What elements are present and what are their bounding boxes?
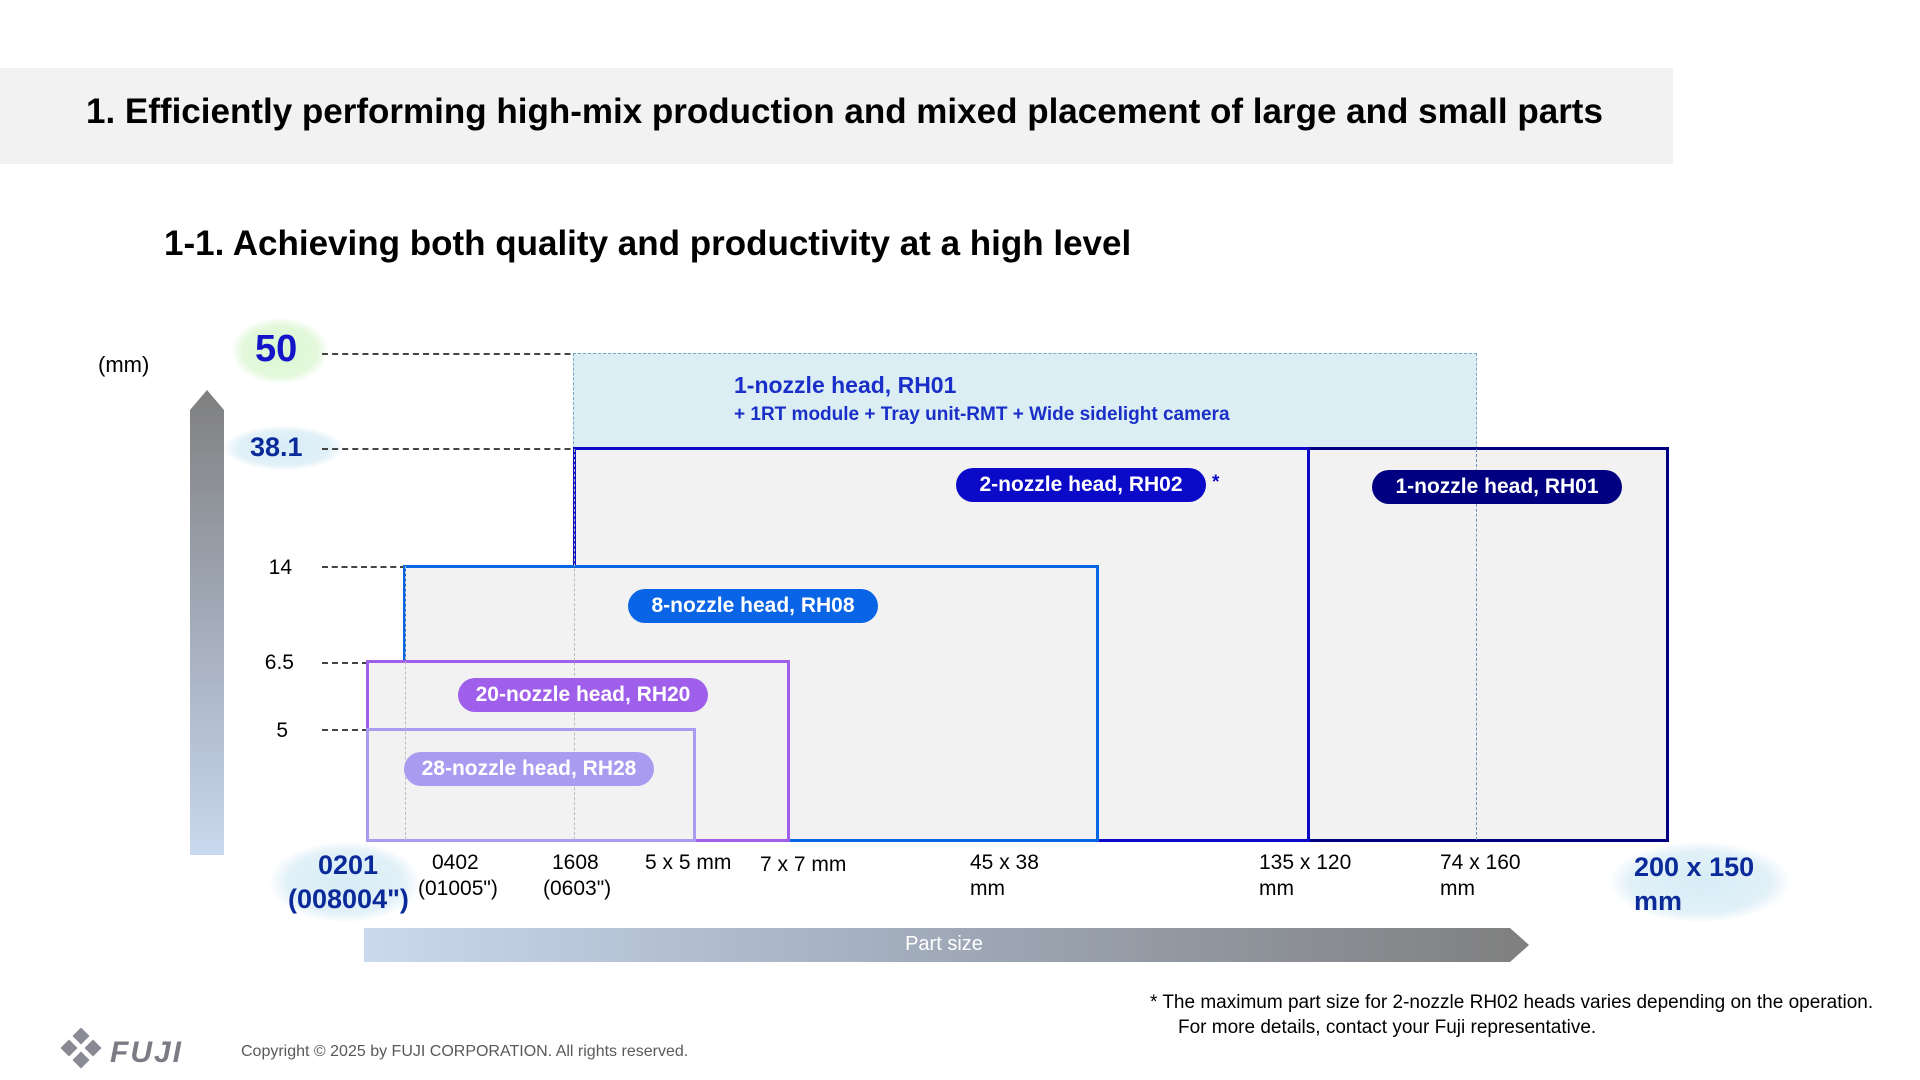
fuji-logo-wordmark: FUJI: [110, 1036, 184, 1069]
label-rh08: 8-nozzle head, RH08: [628, 589, 878, 623]
guide-line-50: [322, 353, 712, 355]
x-tick-0201-highlight: [270, 842, 420, 922]
footnote: * The maximum part size for 2-nozzle RH0…: [1150, 990, 1873, 1040]
y-tick-50: 50: [255, 328, 298, 370]
x-tick-0402: 0402: [432, 851, 479, 874]
guide-vline-1608: [574, 449, 575, 840]
x-tick-0402-inch: (01005"): [418, 877, 498, 900]
copyright: Copyright © 2025 by FUJI CORPORATION. Al…: [241, 1043, 689, 1060]
guide-line-14: [322, 566, 406, 568]
x-axis-arrow: [364, 928, 1529, 962]
label-rh02-asterisk: *: [1212, 472, 1220, 493]
section-subtitle: 1-1. Achieving both quality and producti…: [164, 224, 1132, 263]
footnote-line-1: * The maximum part size for 2-nozzle RH0…: [1150, 992, 1874, 1013]
label-rh20: 20-nozzle head, RH20: [458, 678, 708, 712]
y-tick-38: 38.1: [250, 432, 303, 462]
fuji-logo-icon: [60, 1028, 102, 1069]
y-tick-6-5: 6.5: [264, 651, 294, 674]
page-title: 1. Efficiently performing high-mix produ…: [86, 92, 1603, 131]
x-tick-45x38-unit: mm: [970, 877, 1005, 900]
unit-label: (mm): [98, 352, 150, 377]
region-rh01-tall: [573, 353, 1477, 449]
guide-vline-0402: [405, 566, 406, 840]
y-axis-arrow: [190, 390, 224, 855]
x-tick-7x7: 7 x 7 mm: [760, 853, 847, 876]
x-tick-0201-inch: (008004"): [288, 884, 409, 914]
x-tick-135x120: 135 x 120: [1259, 851, 1352, 874]
label-rh01: 1-nozzle head, RH01: [1372, 470, 1622, 504]
footnote-line-2: For more details, contact your Fuji repr…: [1178, 1017, 1597, 1038]
x-tick-74x160: 74 x 160: [1440, 851, 1521, 874]
y-tick-14: 14: [268, 556, 292, 579]
region-rh01-tall-title: 1-nozzle head, RH01: [734, 372, 957, 398]
x-tick-135x120-unit: mm: [1259, 877, 1294, 900]
x-tick-74x160-unit: mm: [1440, 877, 1475, 900]
region-rh01-tall-subtitle: + 1RT module + Tray unit-RMT + Wide side…: [734, 404, 1230, 425]
y-tick-5: 5: [276, 719, 288, 742]
label-rh28: 28-nozzle head, RH28: [404, 752, 654, 786]
x-tick-0201: 0201: [318, 850, 379, 880]
guide-vline-74x160: [1476, 449, 1477, 840]
x-tick-200x150-unit: mm: [1634, 886, 1683, 916]
x-tick-200x150: 200 x 150: [1634, 852, 1755, 882]
x-tick-5x5: 5 x 5 mm: [645, 851, 732, 874]
guide-line-6-5: [322, 662, 368, 664]
x-tick-45x38: 45 x 38: [970, 851, 1039, 874]
y-tick-50-highlight: [232, 318, 328, 384]
x-tick-1608-inch: (0603"): [543, 877, 612, 900]
guide-line-38: [322, 448, 712, 450]
x-tick-200x150-highlight: [1610, 842, 1790, 922]
x-tick-1608: 1608: [552, 851, 599, 874]
x-axis-label: Part size: [905, 933, 983, 955]
guide-line-5: [322, 729, 368, 731]
label-rh02: 2-nozzle head, RH02: [956, 468, 1206, 502]
title-bar: [0, 68, 1673, 164]
